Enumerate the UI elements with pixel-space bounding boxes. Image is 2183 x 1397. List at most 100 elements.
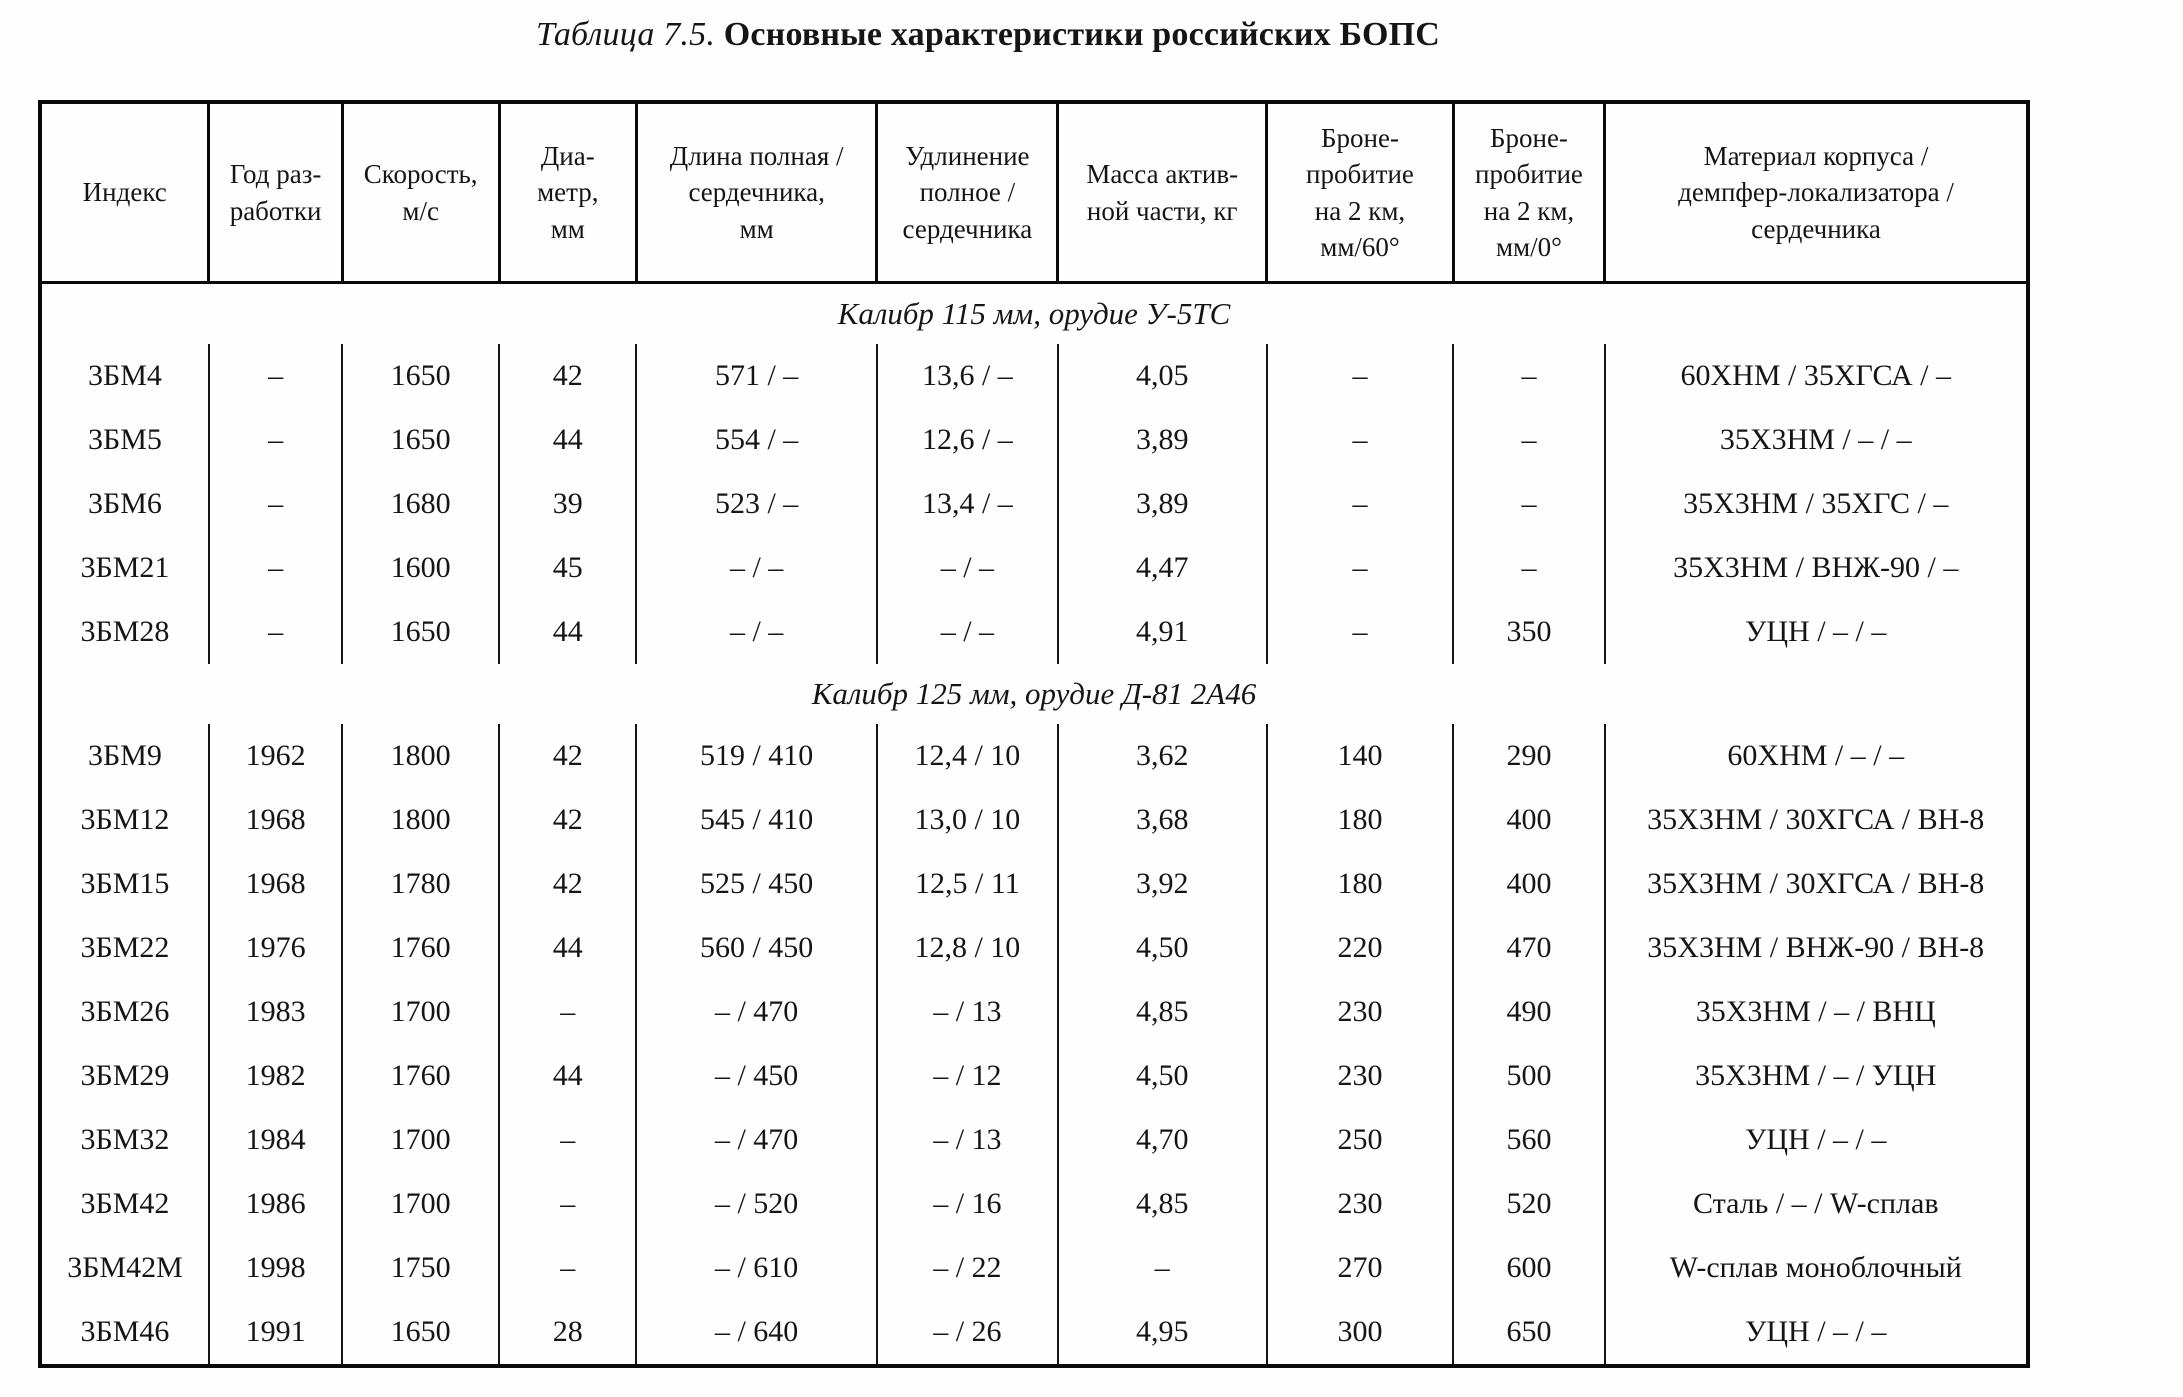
table-cell: 1650 — [341, 600, 500, 664]
table-cell: – — [1452, 536, 1605, 600]
table-cell: 560 / 450 — [635, 916, 877, 980]
table-cell: 12,8 / 10 — [875, 916, 1058, 980]
column-header-label: Материал корпуса / демпфер-локализатора … — [1678, 140, 1954, 244]
table-cell: – — [1452, 408, 1605, 472]
section-row: Калибр 125 мм, орудие Д-81 2А46 — [40, 664, 2028, 724]
table-cell: 3БМ12 — [80, 803, 170, 836]
table-cell: – / 16 — [875, 1172, 1058, 1236]
table-cell: 1650 — [341, 408, 500, 472]
table-title-text: Основные характеристики российских БОПС — [723, 16, 1441, 53]
table-cell: 12,4 / 10 — [875, 724, 1058, 788]
table-cell: W-сплав моноблочный — [1603, 1236, 2028, 1300]
table-cell: – — [1056, 1236, 1267, 1300]
table-cell: 3БМ6 — [88, 487, 162, 520]
table-cell: 3,92 — [1056, 852, 1267, 916]
table-cell: 44 — [498, 1044, 637, 1108]
table-cell: 519 / 410 — [635, 724, 877, 788]
table-cell: – / 22 — [875, 1236, 1058, 1300]
table-row: 3БМ42М 1998 1750– – / 610– / 22–270 600 W-спл… — [40, 1236, 2028, 1300]
table-cell: 140 — [1265, 724, 1454, 788]
table-cell: – — [1265, 472, 1454, 536]
table-cell: 44 — [498, 408, 637, 472]
table-cell: – — [498, 980, 637, 1044]
table-cell: 290 — [1452, 724, 1605, 788]
table-cell: 490 — [1452, 980, 1605, 1044]
table-cell: 13,4 / – — [875, 472, 1058, 536]
table-cell: – / – — [875, 536, 1058, 600]
table-cell: 4,50 — [1056, 916, 1267, 980]
table-cell: – — [207, 408, 343, 472]
table-cell: 3БМ21 — [80, 551, 170, 584]
table-cell: – — [207, 600, 343, 664]
bops-characteristics-table: Индекс Год раз- работки Скорость, м/с Диа- … — [38, 100, 2030, 1368]
table-row: 3БМ4–1650 42 571 / –13,6 / –4,05– –60ХНМ / … — [40, 344, 2028, 408]
column-header: Материал корпуса / демпфер-локализатора … — [1603, 102, 2028, 284]
table-cell: 180 — [1265, 788, 1454, 852]
column-header: Броне- пробитие на 2 км, мм/0° — [1451, 102, 1605, 284]
table-cell: 3БМ26 — [80, 995, 170, 1028]
table-cell: 400 — [1452, 852, 1605, 916]
table-cell: 500 — [1452, 1044, 1605, 1108]
table-cell: 3БМ42М — [67, 1251, 183, 1284]
column-header: Масса актив- ной части, кг — [1056, 102, 1267, 284]
table-row: 3БМ22 1976 1760 44 560 / 450 12,8 / 10 4,50 220… — [40, 916, 2028, 980]
table-cell: 42 — [498, 852, 637, 916]
table-cell: 1780 — [341, 852, 500, 916]
table-cell: 470 — [1452, 916, 1605, 980]
table-cell: 4,91 — [1056, 600, 1267, 664]
table-cell: 60ХНМ / 35ХГСА / – — [1603, 344, 2028, 408]
table-cell: – — [1265, 536, 1454, 600]
table-cell: 1680 — [341, 472, 500, 536]
column-header: Индекс — [40, 102, 209, 284]
column-header-label: Броне- пробитие на 2 км, мм/0° — [1475, 122, 1583, 262]
table-title: Таблица 7.5. Основные характеристики рос… — [38, 16, 1938, 54]
table-cell: 1800 — [341, 724, 500, 788]
table-cell: УЦН / – / – — [1603, 600, 2028, 664]
table-cell: 230 — [1265, 980, 1454, 1044]
table-cell: 4,05 — [1056, 344, 1267, 408]
table-cell: УЦН / – / – — [1603, 1300, 2028, 1366]
table-cell: 400 — [1452, 788, 1605, 852]
table-cell: 35Х3НМ / – / ВНЦ — [1603, 980, 2028, 1044]
table-cell: 35Х3НМ / 30ХГСА / ВН-8 — [1603, 788, 2028, 852]
section-label: Калибр 115 мм, орудие У-5ТС — [837, 296, 1231, 331]
table-cell: – — [498, 1108, 637, 1172]
table-cell: 13,6 / – — [875, 344, 1058, 408]
table-cell: – — [1452, 472, 1605, 536]
column-header-label: Броне- пробитие на 2 км, мм/60° — [1306, 122, 1414, 262]
table-cell: 42 — [498, 788, 637, 852]
table-cell: 1600 — [341, 536, 500, 600]
column-header-label: Удлинение полное / сердечника — [902, 140, 1033, 244]
table-cell: 4,47 — [1056, 536, 1267, 600]
table-cell: 525 / 450 — [635, 852, 877, 916]
column-header: Год раз- работки — [207, 102, 343, 284]
section-label: Калибр 125 мм, орудие Д-81 2А46 — [811, 676, 1257, 711]
table-cell: – / 640 — [635, 1300, 877, 1366]
table-cell: – — [1265, 344, 1454, 408]
column-header-label: Длина полная / сердечника, мм — [669, 140, 844, 244]
table-cell: 44 — [498, 600, 637, 664]
table-cell: 650 — [1452, 1300, 1605, 1366]
column-header: Удлинение полное / сердечника — [875, 102, 1058, 284]
table-cell: 1968 — [207, 788, 343, 852]
table-cell: 4,70 — [1056, 1108, 1267, 1172]
table-row: 3БМ46 1991 1650 28– / 640– / 26 4,95 300 650 УЦ… — [40, 1300, 2028, 1366]
column-header-label: Год раз- работки — [229, 159, 322, 226]
table-cell: – / – — [875, 600, 1058, 664]
table-cell: 180 — [1265, 852, 1454, 916]
table-cell: Сталь / – / W-сплав — [1603, 1172, 2028, 1236]
column-header-label: Масса актив- ной части, кг — [1086, 159, 1239, 226]
section-row: Калибр 115 мм, орудие У-5ТС — [40, 283, 2028, 345]
table-cell: 35Х3НМ / 35ХГС / – — [1603, 472, 2028, 536]
table-cell: 1750 — [341, 1236, 500, 1300]
table-cell: 1998 — [207, 1236, 343, 1300]
table-cell: 230 — [1265, 1044, 1454, 1108]
table-cell: 220 — [1265, 916, 1454, 980]
table-row: 3БМ29 1982 1760 44– / 450– / 12 4,50 230 500 35… — [40, 1044, 2028, 1108]
table-cell: 270 — [1265, 1236, 1454, 1300]
table-row: 3БМ9 1962 1800 42 519 / 410 12,4 / 10 3,62 140 2… — [40, 724, 2028, 788]
table-cell: 13,0 / 10 — [875, 788, 1058, 852]
table-cell: 35Х3НМ / ВНЖ-90 / – — [1603, 536, 2028, 600]
column-header-label: Диа- метр, мм — [537, 140, 599, 244]
table-cell: 3БМ4 — [88, 359, 162, 392]
